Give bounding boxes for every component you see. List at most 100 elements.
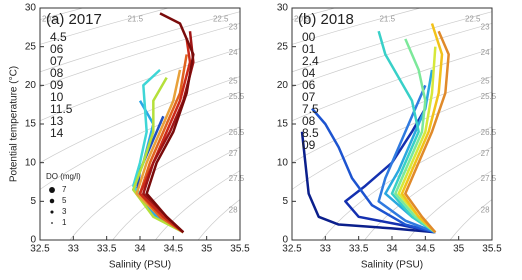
- size-legend-label: 3: [62, 207, 67, 216]
- y-tick-label: 0: [282, 235, 288, 246]
- isopycnal-label: 24: [481, 48, 490, 57]
- isopycnal-label: 23: [229, 22, 238, 31]
- y-tick-label: 20: [25, 80, 37, 91]
- x-tick-label: 34.5: [416, 244, 436, 255]
- x-tick-label: 35: [453, 244, 465, 255]
- size-legend-marker: [49, 187, 55, 193]
- legend-entry: 09: [50, 78, 64, 92]
- profile: [377, 30, 437, 234]
- size-legend-label: 7: [62, 185, 67, 194]
- isopycnal: [40, 11, 240, 73]
- legend-entry: 06: [302, 78, 316, 92]
- panel-title: (b) 2018: [298, 11, 354, 28]
- size-legend-title: DO (mg/l): [46, 172, 81, 181]
- legend-entry: 09: [302, 138, 316, 152]
- isopycnal-label: 28: [229, 205, 238, 214]
- legend-entry: 10: [50, 90, 64, 104]
- y-tick-label: 30: [277, 3, 289, 14]
- x-tick-label: 32.5: [30, 244, 50, 255]
- isopycnal: [40, 8, 170, 45]
- isopycnal: [321, 126, 492, 240]
- isopycnal: [292, 11, 492, 73]
- profile: [311, 107, 436, 234]
- isopycnal-label: 24: [229, 48, 238, 57]
- isopycnal: [292, 91, 492, 190]
- isopycnal-label: 25.5: [229, 92, 245, 101]
- x-tick-label: 34.5: [164, 244, 184, 255]
- isopycnal: [292, 8, 422, 45]
- plot-area: [40, 8, 240, 240]
- legend-entry: 00: [302, 30, 316, 44]
- isopycnal-label: 25: [481, 76, 490, 85]
- x-axis-label: Salinity (PSU): [109, 260, 171, 271]
- x-tick-label: 33: [320, 244, 332, 255]
- x-tick-label: 34: [134, 244, 146, 255]
- isopycnal: [40, 91, 240, 190]
- legend-entry: 06: [50, 42, 64, 56]
- isopycnal: [197, 199, 240, 240]
- y-tick-label: 10: [25, 157, 37, 168]
- isopycnal-label: 21.5: [379, 15, 395, 24]
- legend-entry: 01: [302, 42, 316, 56]
- isopycnal-label: 26.5: [229, 128, 245, 137]
- y-tick-label: 25: [25, 41, 37, 52]
- size-legend-label: 5: [62, 196, 67, 205]
- y-tick-label: 15: [25, 119, 37, 130]
- profile: [132, 76, 184, 234]
- profile: [344, 107, 436, 234]
- profile: [138, 54, 188, 234]
- isopycnal: [40, 23, 240, 88]
- frame: [39, 7, 241, 241]
- isopycnal: [40, 76, 240, 164]
- isopycnal-label: 27: [229, 149, 238, 158]
- y-tick-label: 15: [277, 119, 289, 130]
- isopycnal: [292, 23, 492, 88]
- profile: [394, 38, 437, 234]
- x-tick-label: 35.5: [482, 244, 502, 255]
- profile: [400, 23, 444, 234]
- legend-entry: 08: [302, 114, 316, 128]
- isopycnal-label: 25: [229, 76, 238, 85]
- legend-entry: 04: [302, 66, 316, 80]
- isopycnal-label: 27: [481, 149, 490, 158]
- y-tick-label: 25: [277, 41, 289, 52]
- isopycnal: [449, 199, 492, 240]
- isopycnal-label: 27.5: [481, 174, 497, 183]
- x-tick-label: 33: [68, 244, 80, 255]
- isopycnal-label: 20.5: [42, 15, 58, 24]
- isopycnal-label: 25.5: [481, 92, 497, 101]
- isopycnal-label: 23: [481, 22, 490, 31]
- x-tick-label: 33.5: [97, 244, 117, 255]
- frame: [291, 7, 493, 241]
- legend-entry: 7.5: [302, 102, 319, 116]
- x-tick-label: 34: [386, 244, 398, 255]
- profile: [138, 38, 192, 234]
- legend-entry: 07: [302, 90, 316, 104]
- isopycnal: [69, 126, 240, 240]
- isopycnal: [112, 146, 240, 240]
- legend-entry: 08: [50, 66, 64, 80]
- y-tick-label: 30: [25, 3, 37, 14]
- x-tick-label: 35: [201, 244, 213, 255]
- x-tick-label: 32.5: [282, 244, 302, 255]
- legend-entry: 07: [50, 54, 64, 68]
- size-legend-marker: [51, 222, 53, 224]
- profile: [377, 84, 436, 234]
- isopycnal: [406, 170, 492, 240]
- x-axis-label: Salinity (PSU): [361, 260, 423, 271]
- legend-entry: 4.5: [50, 30, 67, 44]
- isopycnal-label: 20.5: [294, 15, 310, 24]
- size-legend-label: 1: [62, 218, 67, 227]
- isopycnal-label: 26.5: [481, 128, 497, 137]
- isopycnal: [154, 170, 240, 240]
- isopycnal: [40, 8, 85, 20]
- plot-area: [292, 8, 492, 240]
- size-legend-marker: [49, 198, 55, 204]
- profile: [145, 12, 195, 234]
- y-axis-label: Potential temperature (°C): [9, 66, 20, 182]
- y-tick-label: 5: [282, 196, 288, 207]
- legend-entry: 13: [50, 114, 64, 128]
- isopycnal: [292, 76, 492, 164]
- profile: [300, 131, 436, 234]
